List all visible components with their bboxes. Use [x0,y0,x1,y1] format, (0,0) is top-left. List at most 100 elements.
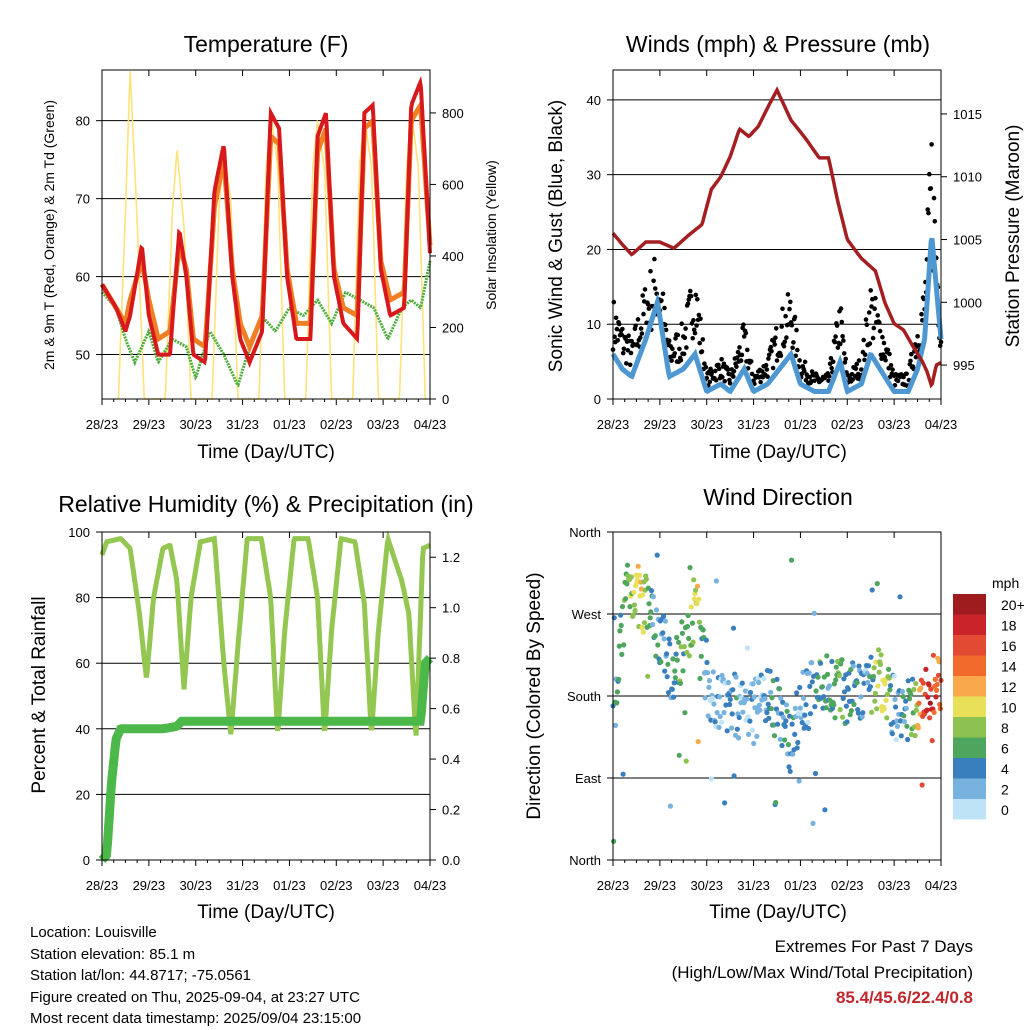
direction-point [851,701,857,708]
y-tick-label: 20 [76,787,90,802]
gust-point [720,374,725,380]
direction-point [936,659,942,665]
gust-point [703,365,709,370]
direction-point [725,679,732,686]
direction-point [751,740,757,747]
gust-point [737,345,742,350]
direction-point [686,635,692,642]
direction-point [872,690,879,697]
gust-point [692,330,698,336]
gust-point [633,323,638,329]
direction-point [660,630,666,636]
direction-point [750,681,756,687]
direction-point [878,652,884,658]
direction-point [832,715,838,721]
direction-point [847,712,853,718]
direction-point [621,642,627,648]
direction-point [906,696,913,702]
speed-color-legend: mph 20+ 18 16 14 12 10 8 6 4 2 0 [953,575,1024,820]
station-info: Location: Louisville Station elevation: … [30,922,361,1030]
temperature-ylabel-right: Solar Insolation (Yellow) [483,160,499,310]
legend-label: 6 [1001,741,1009,757]
gust-point [872,306,877,312]
legend-label: 16 [1001,638,1017,654]
direction-point [911,686,917,693]
direction-point [654,552,660,558]
gust-point [780,306,785,312]
direction-point [929,738,935,744]
direction-point [685,612,691,619]
direction-point [856,663,862,669]
y2-tick-label: 995 [953,358,975,373]
direction-point [676,752,682,758]
extremes-subtitle: (High/Low/Max Wind/Total Precipitation) [671,962,973,982]
direction-point [729,725,735,731]
temperature-panel: 28/23 29/23 30/23 31/23 01/23 02/23 03/23 04/23… [76,69,464,432]
direction-point [875,683,881,689]
humidity-ylabel-left: Percent & Total Rainfall [29,596,50,793]
gust-point [627,362,633,368]
direction-point [783,702,790,708]
direction-point [647,615,653,621]
gust-point [688,293,694,299]
gust-point [871,325,877,331]
direction-point [792,705,798,712]
direction-point [730,625,737,631]
gust-point [766,352,772,358]
direction-point [764,710,770,716]
gust-point [669,358,674,363]
direction-point [773,706,780,712]
direction-point [636,572,643,578]
gust-point [734,355,740,360]
direction-point [843,703,850,709]
direction-point [822,807,828,813]
direction-point [812,770,819,777]
direction-point [934,681,940,688]
y-tick-label: North [569,525,601,540]
direction-point [669,686,675,692]
direction-point [721,709,727,716]
direction-point [787,768,793,775]
direction-point [768,706,774,712]
direction-point [812,704,818,710]
direction-point [722,800,728,806]
direction-point [797,705,803,711]
winds-ylabel-right: Station Pressure (Maroon) [1003,125,1024,348]
y2-tick-label: 1015 [953,107,982,122]
gust-point [695,297,700,302]
y2-tick-label: 1.2 [442,550,460,565]
direction-point [717,694,723,700]
gust-point [795,347,800,353]
x-tick-label: 04/23 [925,417,958,432]
direction-point [712,719,718,725]
direction-point [746,731,752,738]
direction-point [831,702,837,708]
direction-point [706,678,713,684]
direction-point [640,629,646,635]
gust-point [915,334,920,339]
direction-point [893,737,899,743]
x-tick-label: 29/23 [133,417,166,432]
direction-point [754,733,760,739]
direction-point [809,679,815,685]
gust-point [862,352,868,358]
direction-point [932,676,938,683]
x-tick-label: 28/23 [597,417,630,432]
direction-point [619,604,626,610]
gust-point [635,317,641,322]
gust-point [666,338,672,344]
direction-point [632,607,638,614]
x-tick-label: 01/23 [273,417,306,432]
direction-point [740,709,746,715]
gust-point [832,339,838,345]
direction-point [645,673,651,679]
direction-point [790,751,796,757]
winds-panel: 28/23 29/23 30/23 31/23 01/23 02/23 03/23 04/23… [587,69,982,432]
direction-point [756,679,762,686]
legend-label: 4 [1001,761,1009,777]
direction-point [891,673,897,679]
gust-point [909,351,914,357]
gust-point [904,371,909,377]
direction-point [807,683,813,690]
direction-point [616,676,622,682]
